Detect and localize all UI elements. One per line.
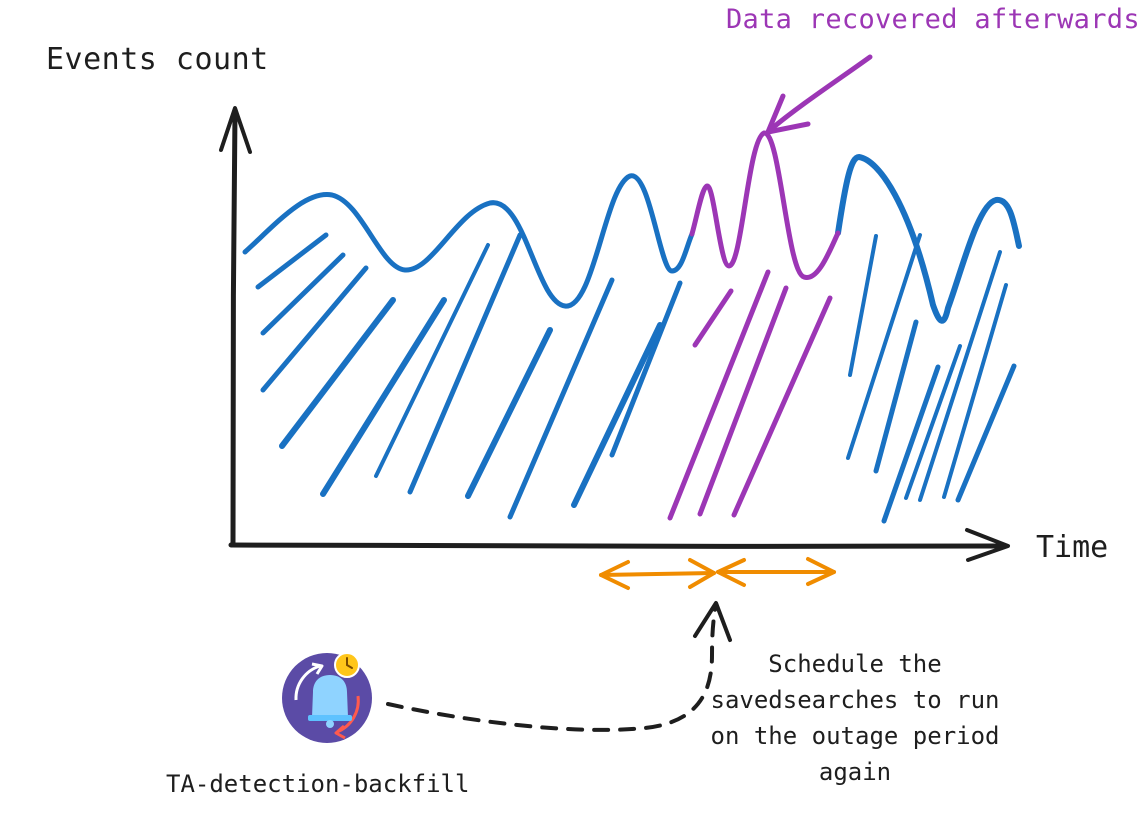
event-series-line [242,154,1022,324]
outage-period-arrows [599,557,836,590]
recovered-annotation-arrow [765,54,873,135]
x-axis-label: Time [1036,530,1109,565]
schedule-dashed-arrow [386,601,732,732]
recovered-series-line [689,130,841,280]
recovered-annotation: Data recovered afterwards [726,4,1140,35]
x-axis [228,528,1010,562]
recovered-data-hatching [667,269,833,521]
app-label: TA-detection-backfill [166,770,470,798]
bell-clock-icon [282,652,372,743]
schedule-annotation: Schedule the savedsearches to run on the… [710,650,1000,786]
y-axis [219,106,252,548]
y-axis-label: Events count [46,42,269,77]
normal-data-hatching [255,232,1017,524]
